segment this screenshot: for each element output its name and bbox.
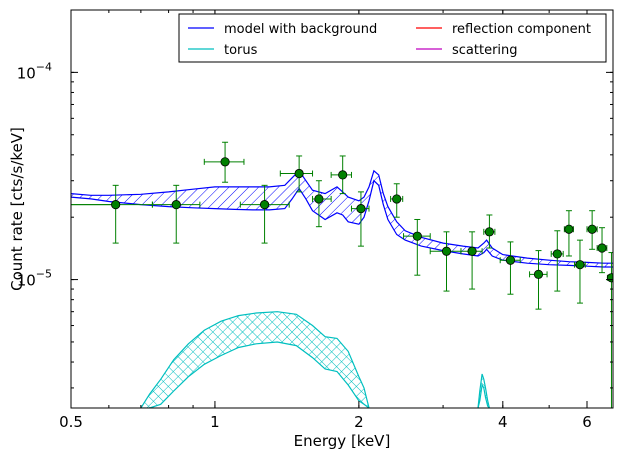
legend-entry-2: torus bbox=[188, 43, 258, 58]
data-point-6 bbox=[312, 180, 332, 228]
model-band-upper bbox=[71, 169, 613, 264]
data-marker bbox=[484, 227, 495, 237]
data-point-13 bbox=[483, 214, 496, 249]
data-marker bbox=[220, 157, 230, 167]
data-point-14 bbox=[499, 241, 521, 295]
x-tick-label: 6 bbox=[582, 413, 592, 431]
data-marker bbox=[259, 200, 270, 210]
data-point-19 bbox=[586, 210, 598, 250]
data-marker bbox=[338, 170, 348, 180]
x-axis-label: Energy [keV] bbox=[294, 432, 391, 450]
model-band-fill bbox=[71, 170, 613, 267]
data-point-2 bbox=[151, 184, 201, 244]
x-tick-label: 4 bbox=[498, 413, 508, 431]
data-marker bbox=[564, 224, 574, 234]
data-marker bbox=[441, 246, 452, 256]
data-marker bbox=[587, 224, 597, 234]
legend-label: scattering bbox=[452, 43, 518, 58]
data-point-3 bbox=[203, 141, 245, 183]
data-point-17 bbox=[563, 210, 574, 257]
x-tick-labels: 0.5 1 2 4 6 bbox=[59, 413, 592, 431]
y-tick-labels: 10−5 10−4 bbox=[17, 60, 52, 289]
legend-box bbox=[178, 13, 607, 63]
data-marker bbox=[111, 200, 121, 210]
data-point-7 bbox=[330, 155, 352, 195]
legend-label: model with background bbox=[224, 22, 377, 37]
data-marker bbox=[314, 194, 324, 204]
data-point-8 bbox=[350, 191, 370, 247]
data-marker bbox=[392, 194, 402, 204]
data-point-5 bbox=[279, 155, 314, 193]
model-bands bbox=[71, 169, 613, 408]
data-point-18 bbox=[574, 239, 586, 304]
torus-band-upper bbox=[140, 311, 370, 408]
data-marker bbox=[606, 273, 613, 283]
data-marker bbox=[533, 269, 544, 279]
data-point-4 bbox=[239, 184, 290, 244]
data-marker bbox=[597, 243, 607, 253]
torus-band-fill bbox=[140, 311, 369, 408]
data-marker bbox=[356, 204, 366, 214]
x-tick-label: 0.5 bbox=[59, 413, 83, 431]
data-point-15 bbox=[529, 250, 548, 310]
data-point-16 bbox=[550, 230, 564, 292]
torus-band-lower bbox=[140, 341, 370, 408]
data-points bbox=[71, 141, 613, 408]
data-marker bbox=[505, 255, 516, 265]
data-point-10 bbox=[403, 218, 431, 276]
legend-label: torus bbox=[224, 43, 258, 58]
x-tick-label: 1 bbox=[210, 413, 220, 431]
plot-area bbox=[70, 9, 614, 409]
legend-entry-1: reflection component bbox=[416, 22, 591, 37]
data-marker bbox=[294, 168, 304, 179]
legend-entry-0: model with background bbox=[188, 22, 377, 37]
data-point-9 bbox=[390, 183, 404, 218]
y-tick-label: 10−4 bbox=[17, 60, 52, 82]
plot-frame bbox=[70, 9, 614, 409]
data-point-21 bbox=[606, 252, 613, 408]
data-marker bbox=[552, 249, 562, 259]
legend-entry-3: scattering bbox=[416, 43, 518, 58]
x-tick-label: 2 bbox=[354, 413, 364, 431]
data-point-12 bbox=[460, 231, 483, 290]
data-marker bbox=[412, 231, 422, 241]
data-marker bbox=[171, 200, 181, 210]
data-marker bbox=[575, 260, 585, 270]
y-tick-label: 10−5 bbox=[17, 268, 52, 290]
y-axis-label: Count rate [cts/s/keV] bbox=[8, 127, 26, 291]
torus-line-band-upper bbox=[477, 373, 490, 408]
legend-label: reflection component bbox=[452, 22, 591, 37]
data-point-20 bbox=[596, 227, 608, 274]
legend: model with background reflection componen… bbox=[178, 13, 607, 63]
data-marker bbox=[467, 246, 477, 256]
torus-line-band-lower bbox=[477, 383, 490, 408]
